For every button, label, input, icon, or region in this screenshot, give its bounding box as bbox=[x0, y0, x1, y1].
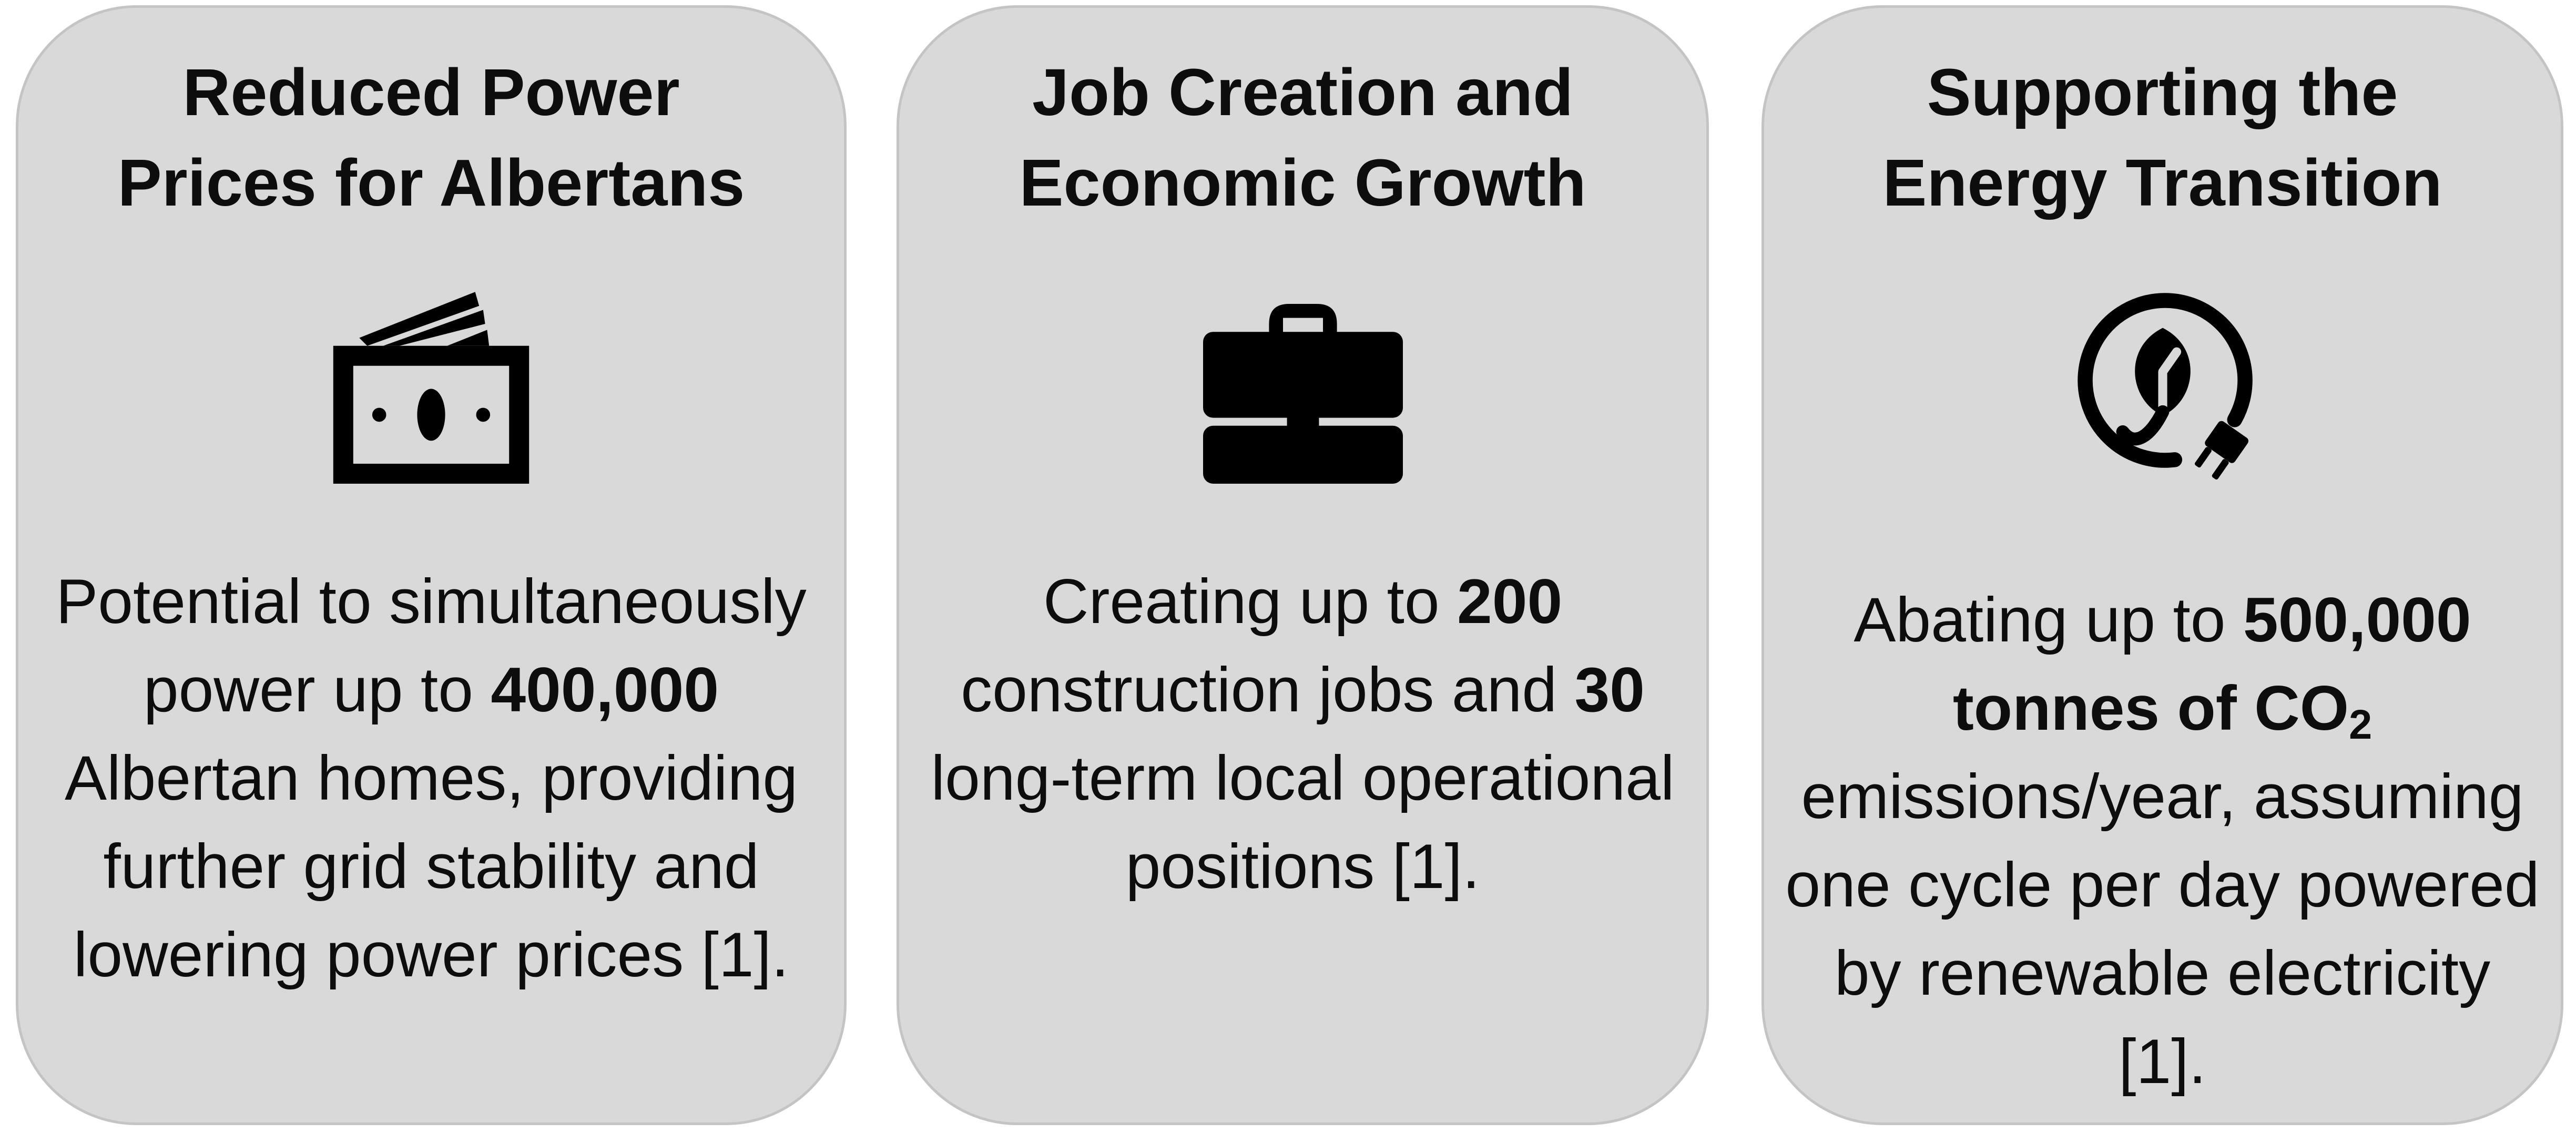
description-highlight-text: 500,000 tonnes of CO bbox=[1952, 585, 2471, 743]
description-highlight: 400,000 bbox=[491, 655, 719, 725]
description-text: Albertan homes, providing further grid s… bbox=[64, 743, 798, 990]
description-highlight: 30 bbox=[1574, 655, 1645, 725]
card-description: Abating up to 500,000 tonnes of CO2 emis… bbox=[1785, 576, 2540, 1106]
money-icon bbox=[331, 284, 531, 484]
card-reduced-power-prices: Reduced Power Prices for Albertans Poten… bbox=[16, 5, 847, 1125]
card-description: Potential to simultaneously power up to … bbox=[39, 557, 823, 999]
card-title: Reduced Power Prices for Albertans bbox=[18, 47, 844, 228]
card-title: Supporting the Energy Transition bbox=[1764, 47, 2561, 228]
description-text: construction jobs and bbox=[961, 655, 1575, 725]
card-title-line: Prices for Albertans bbox=[117, 146, 745, 220]
description-highlight: 200 bbox=[1457, 566, 1563, 637]
card-title-line: Reduced Power bbox=[182, 55, 680, 129]
description-highlight: 500,000 tonnes of CO2 bbox=[1952, 585, 2471, 746]
leaf-plug-icon bbox=[2063, 284, 2263, 484]
description-text: Potential to simultaneously power up to bbox=[56, 566, 807, 725]
subscript: 2 bbox=[2349, 701, 2373, 748]
card-title-line: Supporting the bbox=[1927, 55, 2398, 129]
description-text: long-term local operational positions [1… bbox=[931, 743, 1675, 902]
card-title-line: Economic Growth bbox=[1019, 146, 1586, 220]
description-text: Creating up to bbox=[1043, 566, 1457, 637]
description-text: Abating up to bbox=[1854, 585, 2243, 655]
card-energy-transition: Supporting the Energy Transition Abating… bbox=[1762, 5, 2563, 1125]
card-title: Job Creation and Economic Growth bbox=[899, 47, 1706, 228]
briefcase-icon bbox=[1203, 284, 1403, 484]
card-description: Creating up to 200 construction jobs and… bbox=[920, 557, 1685, 911]
card-title-line: Energy Transition bbox=[1882, 146, 2442, 220]
card-title-line: Job Creation and bbox=[1032, 55, 1574, 129]
card-job-creation: Job Creation and Economic Growth Creatin… bbox=[897, 5, 1709, 1125]
description-text: emissions/year, assuming one cycle per d… bbox=[1785, 761, 2540, 1097]
